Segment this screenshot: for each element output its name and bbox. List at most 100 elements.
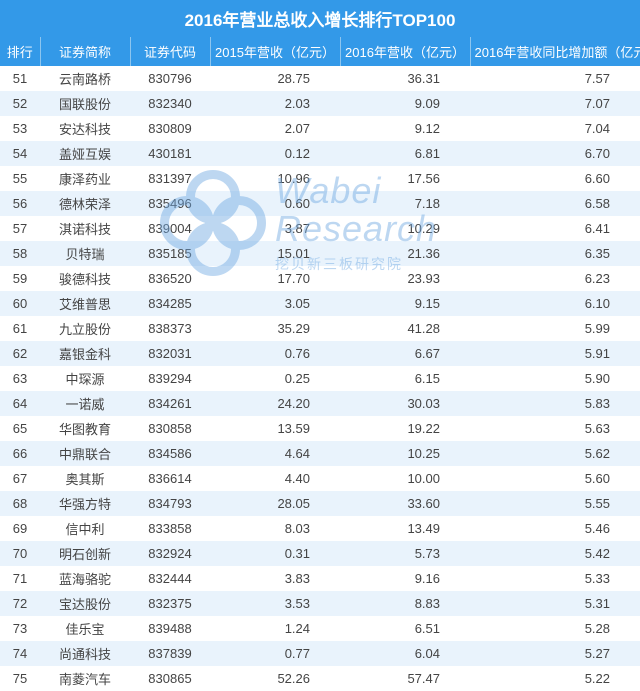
cell-rev15: 0.25 <box>210 366 340 391</box>
cell-rev16: 9.09 <box>340 91 470 116</box>
cell-code: 832340 <box>130 91 210 116</box>
cell-growth: 5.63 <box>470 416 640 441</box>
table-row: 75南菱汽车83086552.2657.475.22 <box>0 666 640 691</box>
cell-name: 九立股份 <box>40 316 130 341</box>
table-row: 70明石创新8329240.315.735.42 <box>0 541 640 566</box>
table-row: 69信中利8338588.0313.495.46 <box>0 516 640 541</box>
table-row: 51云南路桥83079628.7536.317.57 <box>0 66 640 91</box>
cell-rev16: 9.12 <box>340 116 470 141</box>
cell-rev15: 52.26 <box>210 666 340 691</box>
cell-rev16: 23.93 <box>340 266 470 291</box>
cell-rev15: 35.29 <box>210 316 340 341</box>
cell-code: 834285 <box>130 291 210 316</box>
cell-rev15: 28.75 <box>210 66 340 91</box>
cell-code: 839488 <box>130 616 210 641</box>
table-row: 61九立股份83837335.2941.285.99 <box>0 316 640 341</box>
cell-name: 云南路桥 <box>40 66 130 91</box>
cell-code: 830796 <box>130 66 210 91</box>
cell-rev15: 4.64 <box>210 441 340 466</box>
table-row: 68华强方特83479328.0533.605.55 <box>0 491 640 516</box>
cell-name: 一诺威 <box>40 391 130 416</box>
cell-name: 德林荣泽 <box>40 191 130 216</box>
cell-code: 839294 <box>130 366 210 391</box>
table-row: 62嘉银金科8320310.766.675.91 <box>0 341 640 366</box>
table-row: 53安达科技8308092.079.127.04 <box>0 116 640 141</box>
cell-rank: 74 <box>0 641 40 666</box>
cell-name: 信中利 <box>40 516 130 541</box>
cell-rev16: 10.25 <box>340 441 470 466</box>
cell-code: 830858 <box>130 416 210 441</box>
cell-name: 佳乐宝 <box>40 616 130 641</box>
cell-rank: 52 <box>0 91 40 116</box>
cell-rev16: 9.16 <box>340 566 470 591</box>
cell-growth: 5.60 <box>470 466 640 491</box>
cell-rev16: 9.15 <box>340 291 470 316</box>
col-rev16: 2016年营收（亿元） <box>340 37 470 66</box>
cell-growth: 6.10 <box>470 291 640 316</box>
table-row: 54盖娅互娱4301810.126.816.70 <box>0 141 640 166</box>
cell-name: 康泽药业 <box>40 166 130 191</box>
cell-name: 中琛源 <box>40 366 130 391</box>
cell-rev15: 3.53 <box>210 591 340 616</box>
cell-growth: 5.33 <box>470 566 640 591</box>
cell-rank: 61 <box>0 316 40 341</box>
table-row: 66中鼎联合8345864.6410.255.62 <box>0 441 640 466</box>
cell-rev16: 19.22 <box>340 416 470 441</box>
cell-rev15: 2.07 <box>210 116 340 141</box>
cell-rev15: 2.03 <box>210 91 340 116</box>
cell-rank: 53 <box>0 116 40 141</box>
cell-growth: 5.22 <box>470 666 640 691</box>
cell-code: 830809 <box>130 116 210 141</box>
table-row: 64一诺威83426124.2030.035.83 <box>0 391 640 416</box>
cell-rev16: 10.00 <box>340 466 470 491</box>
cell-growth: 5.99 <box>470 316 640 341</box>
cell-rev16: 57.47 <box>340 666 470 691</box>
page-title: 2016年营业总收入增长排行TOP100 <box>0 0 640 37</box>
cell-growth: 5.55 <box>470 491 640 516</box>
cell-rev15: 0.77 <box>210 641 340 666</box>
cell-rev16: 6.04 <box>340 641 470 666</box>
table-row: 56德林荣泽8354960.607.186.58 <box>0 191 640 216</box>
cell-rev15: 17.70 <box>210 266 340 291</box>
cell-rev15: 10.96 <box>210 166 340 191</box>
cell-name: 南菱汽车 <box>40 666 130 691</box>
cell-rev15: 28.05 <box>210 491 340 516</box>
cell-name: 嘉银金科 <box>40 341 130 366</box>
cell-name: 宝达股份 <box>40 591 130 616</box>
cell-name: 明石创新 <box>40 541 130 566</box>
cell-rev15: 24.20 <box>210 391 340 416</box>
table-row: 59骏德科技83652017.7023.936.23 <box>0 266 640 291</box>
cell-rank: 71 <box>0 566 40 591</box>
cell-code: 836520 <box>130 266 210 291</box>
cell-rev16: 6.67 <box>340 341 470 366</box>
cell-rev16: 41.28 <box>340 316 470 341</box>
cell-growth: 5.27 <box>470 641 640 666</box>
cell-rank: 51 <box>0 66 40 91</box>
cell-rev15: 8.03 <box>210 516 340 541</box>
cell-name: 中鼎联合 <box>40 441 130 466</box>
col-rev15: 2015年营收（亿元） <box>210 37 340 66</box>
table-row: 71蓝海骆驼8324443.839.165.33 <box>0 566 640 591</box>
cell-growth: 5.42 <box>470 541 640 566</box>
cell-code: 835496 <box>130 191 210 216</box>
cell-rev15: 3.87 <box>210 216 340 241</box>
cell-rank: 64 <box>0 391 40 416</box>
cell-growth: 5.90 <box>470 366 640 391</box>
cell-rev15: 1.24 <box>210 616 340 641</box>
cell-rev16: 21.36 <box>340 241 470 266</box>
cell-rev16: 13.49 <box>340 516 470 541</box>
cell-rev16: 6.15 <box>340 366 470 391</box>
cell-rank: 67 <box>0 466 40 491</box>
table-row: 57淇诺科技8390043.8710.296.41 <box>0 216 640 241</box>
cell-code: 838373 <box>130 316 210 341</box>
cell-growth: 5.83 <box>470 391 640 416</box>
cell-rev15: 0.12 <box>210 141 340 166</box>
cell-code: 836614 <box>130 466 210 491</box>
cell-growth: 5.46 <box>470 516 640 541</box>
cell-rank: 54 <box>0 141 40 166</box>
ranking-table: 排行 证券简称 证券代码 2015年营收（亿元） 2016年营收（亿元） 201… <box>0 37 640 691</box>
cell-growth: 7.07 <box>470 91 640 116</box>
cell-name: 奥其斯 <box>40 466 130 491</box>
cell-code: 837839 <box>130 641 210 666</box>
cell-code: 832031 <box>130 341 210 366</box>
